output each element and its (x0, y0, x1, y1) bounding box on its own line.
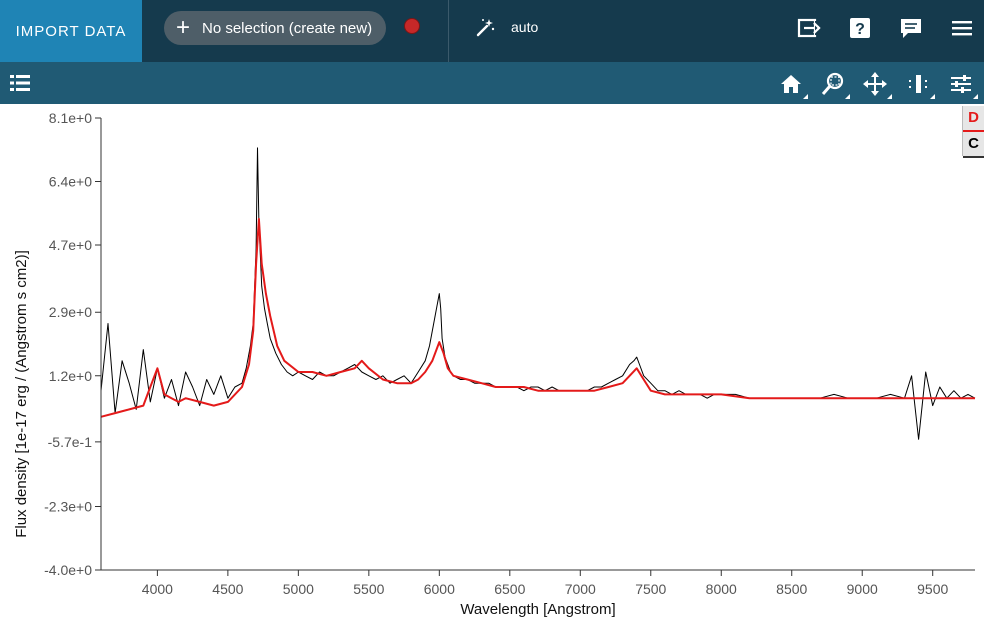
y-tick-label: 2.9e+0 (49, 304, 92, 320)
y-axis-title: Flux density [1e-17 erg / (Angstrom s cm… (13, 250, 30, 538)
layer-side-tabs: D C (962, 106, 984, 158)
y-tick-label: 4.7e+0 (49, 237, 92, 253)
list-icon[interactable] (8, 71, 34, 97)
y-tick-label: -2.3e+0 (44, 498, 92, 514)
model-line (100, 217, 975, 418)
expand-corner-icon (803, 94, 808, 99)
expand-corner-icon (973, 94, 978, 99)
y-tick-label: 8.1e+0 (49, 110, 92, 126)
y-tick-label: -4.0e+0 (44, 562, 92, 578)
viewer-toolbar (0, 62, 984, 104)
pan-icon[interactable] (862, 71, 892, 99)
zoom-icon[interactable] (820, 71, 850, 99)
help-icon[interactable]: ? (847, 15, 873, 41)
subset-selector[interactable]: + No selection (create new) (164, 11, 386, 45)
expand-corner-icon (845, 94, 850, 99)
side-tab-d[interactable]: D (963, 106, 984, 132)
wand-icon[interactable] (474, 17, 496, 39)
import-data-button[interactable]: IMPORT DATA (0, 0, 142, 62)
top-bar: IMPORT DATA + No selection (create new) … (0, 0, 984, 62)
expand-corner-icon (887, 94, 892, 99)
x-tick-label: 5500 (353, 581, 384, 597)
settings-sliders-icon[interactable] (948, 71, 978, 99)
spectrum-chart[interactable]: 4000 4500 5000 5500 6000 6500 7000 7500 8000 8500… (0, 104, 984, 621)
plus-icon: + (175, 14, 190, 41)
x-axis-title: Wavelength [Angstrom] (460, 601, 615, 618)
range-select-icon[interactable] (905, 71, 935, 99)
x-tick-label: 8500 (776, 581, 807, 597)
x-tick-label: 9500 (917, 581, 948, 597)
y-tick-label: 6.4e+0 (49, 174, 92, 190)
axis-ticks: 4000 4500 5000 5500 6000 6500 7000 7500 8000 8500… (44, 110, 948, 597)
side-tab-c[interactable]: C (963, 132, 984, 158)
x-tick-label: 6000 (424, 581, 455, 597)
x-tick-label: 4500 (212, 581, 243, 597)
spectrum-line (100, 147, 976, 440)
subset-selector-label: No selection (create new) (202, 19, 373, 37)
selection-mode-label[interactable]: auto (511, 19, 539, 35)
toolbar-divider (448, 0, 449, 62)
subset-color-swatch[interactable] (404, 18, 420, 34)
x-tick-label: 4000 (142, 581, 173, 597)
export-icon[interactable] (796, 15, 822, 41)
x-tick-label: 7000 (565, 581, 596, 597)
x-tick-label: 7500 (635, 581, 666, 597)
expand-corner-icon (930, 94, 935, 99)
x-tick-label: 5000 (283, 581, 314, 597)
svg-text:?: ? (855, 21, 865, 38)
y-tick-label: 1.2e+0 (49, 368, 92, 384)
menu-icon[interactable] (949, 15, 975, 41)
x-tick-label: 9000 (847, 581, 878, 597)
x-tick-label: 6500 (494, 581, 525, 597)
x-tick-label: 8000 (706, 581, 737, 597)
chat-icon[interactable] (898, 15, 924, 41)
y-tick-label: -5.7e-1 (48, 434, 93, 450)
series-layer (100, 147, 976, 440)
home-icon[interactable] (778, 71, 808, 99)
